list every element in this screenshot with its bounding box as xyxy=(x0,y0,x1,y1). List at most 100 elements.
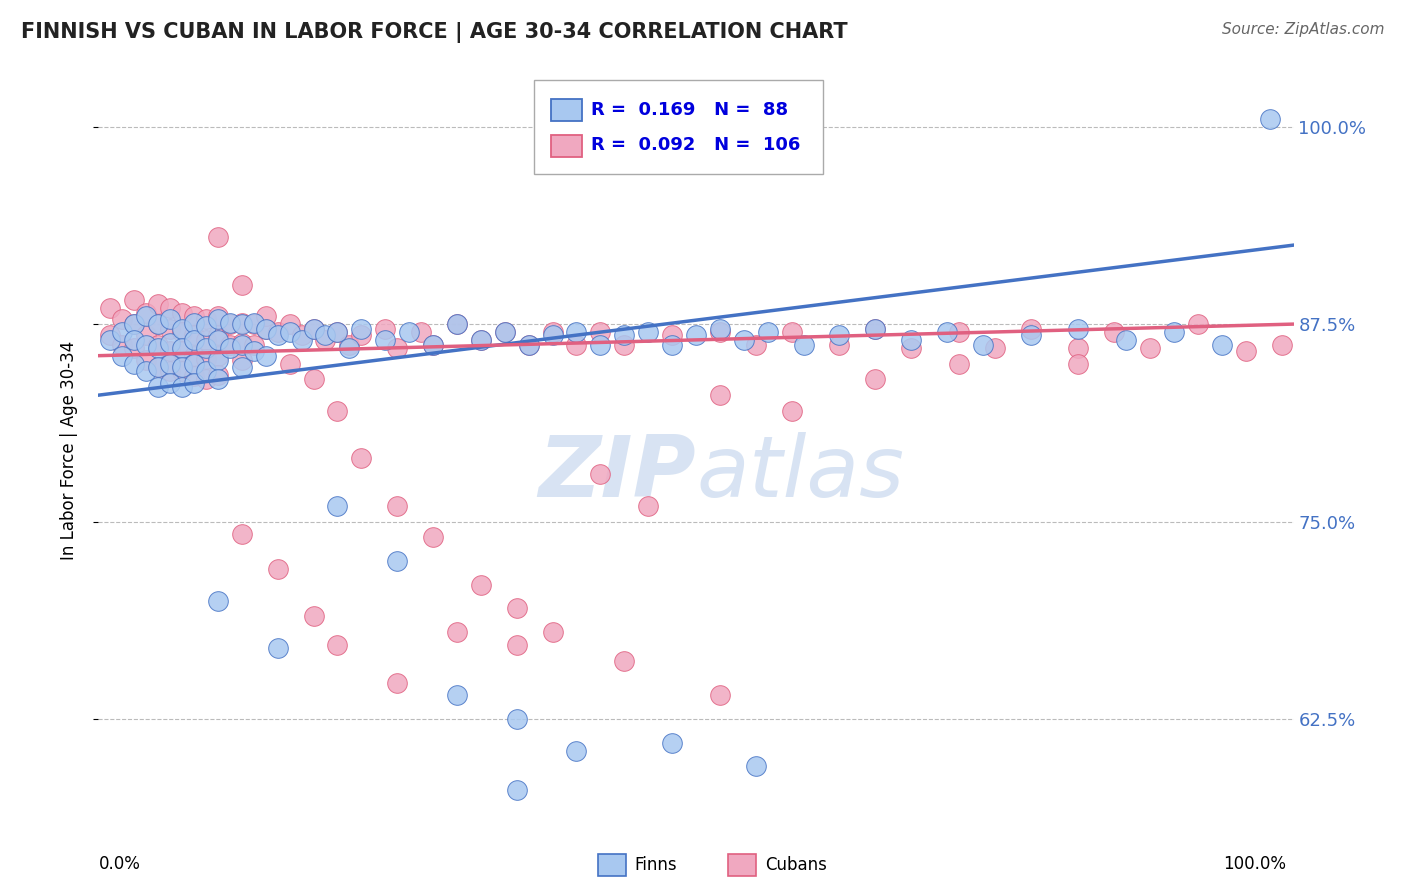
Point xyxy=(195,364,218,378)
Point xyxy=(661,337,683,351)
Point xyxy=(865,322,887,336)
Point xyxy=(172,325,194,339)
Point xyxy=(207,333,229,347)
Point xyxy=(159,322,181,336)
Point xyxy=(159,364,181,378)
Point xyxy=(541,625,564,640)
Text: ZIP: ZIP xyxy=(538,432,696,515)
Point xyxy=(733,333,755,347)
Point xyxy=(135,364,157,378)
Point xyxy=(195,312,218,326)
Y-axis label: In Labor Force | Age 30-34: In Labor Force | Age 30-34 xyxy=(59,341,77,560)
Point xyxy=(865,372,887,386)
Point xyxy=(207,368,229,382)
Point xyxy=(172,380,194,394)
Point xyxy=(302,322,325,336)
Point xyxy=(207,593,229,607)
Point xyxy=(111,337,134,351)
Point xyxy=(195,318,218,333)
Point xyxy=(661,328,683,343)
Point xyxy=(984,341,1007,355)
Point xyxy=(195,341,218,355)
Point xyxy=(195,333,218,347)
Point xyxy=(254,349,277,363)
Point xyxy=(1115,333,1137,347)
Point xyxy=(135,328,157,343)
Point xyxy=(411,325,433,339)
Point xyxy=(207,312,229,326)
Point xyxy=(124,317,146,331)
Point xyxy=(709,688,731,702)
Point xyxy=(267,328,290,343)
Point xyxy=(172,359,194,374)
Point xyxy=(565,743,588,757)
Point xyxy=(613,328,636,343)
Point xyxy=(613,654,636,668)
Point xyxy=(135,309,157,323)
Point xyxy=(267,640,290,655)
Point xyxy=(231,316,253,330)
Point xyxy=(422,530,444,544)
Point xyxy=(278,357,301,371)
Point xyxy=(685,328,707,343)
Point xyxy=(613,337,636,351)
Point xyxy=(243,316,266,330)
Point xyxy=(195,351,218,366)
Point xyxy=(231,353,253,368)
Point xyxy=(385,554,409,568)
Point xyxy=(183,376,205,390)
Point xyxy=(172,322,194,336)
Text: R =  0.092   N =  106: R = 0.092 N = 106 xyxy=(591,136,800,154)
Point xyxy=(589,467,612,482)
Point xyxy=(398,325,420,339)
Point xyxy=(1234,343,1257,358)
Point xyxy=(243,343,266,358)
Point xyxy=(124,333,146,347)
Point xyxy=(422,337,444,351)
Point xyxy=(565,325,588,339)
Point xyxy=(900,333,922,347)
Point xyxy=(506,601,529,615)
Point xyxy=(231,359,253,374)
Point xyxy=(517,337,540,351)
Point xyxy=(159,357,181,371)
Point xyxy=(267,562,290,576)
Point xyxy=(470,333,492,347)
Point xyxy=(589,337,612,351)
Point xyxy=(148,317,170,331)
Point xyxy=(172,364,194,378)
Point xyxy=(135,337,157,351)
Point xyxy=(637,499,659,513)
Point xyxy=(339,341,361,355)
Point xyxy=(326,325,349,339)
Point xyxy=(374,322,396,336)
Point xyxy=(1187,317,1209,331)
Text: R =  0.169   N =  88: R = 0.169 N = 88 xyxy=(591,101,787,119)
Point xyxy=(780,325,803,339)
Point xyxy=(159,376,181,390)
Point xyxy=(135,353,157,368)
Point xyxy=(159,312,181,326)
Point xyxy=(231,337,253,351)
Point xyxy=(1067,322,1090,336)
Point xyxy=(350,322,373,336)
Point xyxy=(231,336,253,351)
Point xyxy=(135,306,157,320)
Point xyxy=(1104,325,1126,339)
Text: 0.0%: 0.0% xyxy=(98,855,141,872)
Point xyxy=(948,357,970,371)
Point xyxy=(124,341,146,355)
Point xyxy=(1163,325,1185,339)
Point xyxy=(231,317,253,331)
Point xyxy=(780,404,803,418)
Point xyxy=(183,369,205,384)
Point xyxy=(709,322,731,336)
Point xyxy=(446,317,468,331)
Point xyxy=(231,277,253,292)
Point xyxy=(148,341,170,355)
Point xyxy=(326,499,349,513)
Point xyxy=(326,404,349,418)
Point xyxy=(494,325,516,339)
Point xyxy=(541,325,564,339)
Point xyxy=(517,337,540,351)
